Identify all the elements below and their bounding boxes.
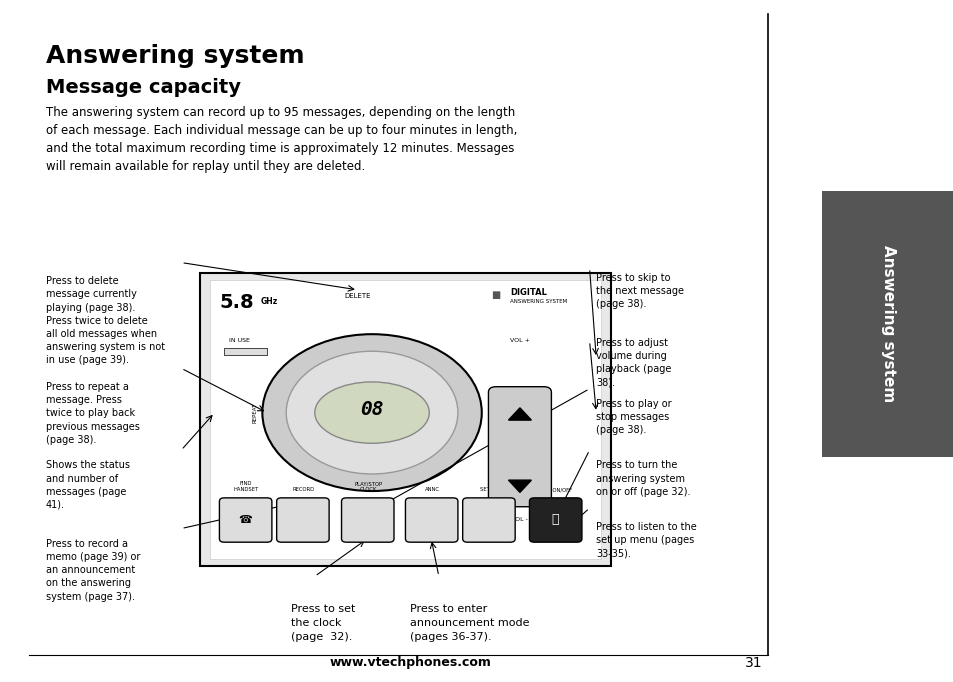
- FancyBboxPatch shape: [488, 387, 551, 507]
- Text: ANNC: ANNC: [424, 488, 439, 492]
- FancyBboxPatch shape: [462, 498, 515, 542]
- Text: Press to delete
message currently
playing (page 38).
Press twice to delete
all o: Press to delete message currently playin…: [46, 276, 165, 366]
- Text: VOL -: VOL -: [511, 517, 528, 522]
- Text: SKIP: SKIP: [486, 406, 491, 419]
- Text: PLAY/STOP
CLOCK: PLAY/STOP CLOCK: [354, 481, 382, 492]
- Text: FIND
HANDSET: FIND HANDSET: [233, 481, 258, 492]
- Text: IN USE: IN USE: [229, 338, 250, 342]
- Text: 08: 08: [360, 400, 383, 419]
- Polygon shape: [508, 408, 531, 420]
- Text: 31: 31: [744, 656, 761, 670]
- FancyBboxPatch shape: [210, 280, 600, 559]
- Text: REPEAT: REPEAT: [253, 402, 257, 423]
- Text: DELETE: DELETE: [344, 293, 371, 299]
- Text: Press to play or
stop messages
(page 38).: Press to play or stop messages (page 38)…: [596, 399, 671, 435]
- Text: RECORD: RECORD: [292, 488, 314, 492]
- FancyBboxPatch shape: [405, 498, 457, 542]
- Text: Message capacity: Message capacity: [46, 78, 240, 98]
- Text: Press to record a
memo (page 39) or
an announcement
on the answering
system (pag: Press to record a memo (page 39) or an a…: [46, 539, 140, 602]
- Text: SET UP: SET UP: [479, 488, 498, 492]
- Text: ■: ■: [491, 290, 500, 300]
- Text: VOL +: VOL +: [510, 338, 529, 342]
- FancyBboxPatch shape: [224, 348, 267, 355]
- Text: Answering system: Answering system: [880, 246, 895, 402]
- Text: www.vtechphones.com: www.vtechphones.com: [329, 656, 491, 670]
- Text: 5.8: 5.8: [219, 293, 253, 312]
- Text: ☎: ☎: [238, 515, 252, 524]
- Polygon shape: [508, 480, 531, 492]
- Text: ANS ON/OFF: ANS ON/OFF: [539, 488, 572, 492]
- Text: Press to repeat a
message. Press
twice to play back
previous messages
(page 38).: Press to repeat a message. Press twice t…: [46, 382, 139, 445]
- Text: Press to enter
announcement mode
(pages 36-37).: Press to enter announcement mode (pages …: [410, 604, 529, 642]
- Text: ⏻: ⏻: [551, 513, 558, 527]
- FancyBboxPatch shape: [821, 191, 953, 457]
- Text: Press to adjust
volume during
playback (page
38).: Press to adjust volume during playback (…: [596, 338, 671, 387]
- Text: Press to skip to
the next message
(page 38).: Press to skip to the next message (page …: [596, 273, 683, 309]
- Text: Press to turn the
answering system
on or off (page 32).: Press to turn the answering system on or…: [596, 460, 690, 496]
- FancyBboxPatch shape: [200, 273, 610, 566]
- Text: Press to listen to the
set up menu (pages
33-35).: Press to listen to the set up menu (page…: [596, 522, 697, 558]
- FancyBboxPatch shape: [529, 498, 581, 542]
- Text: ANSWERING SYSTEM: ANSWERING SYSTEM: [510, 299, 567, 303]
- Text: The answering system can record up to 95 messages, depending on the length
of ea: The answering system can record up to 95…: [46, 106, 517, 173]
- FancyBboxPatch shape: [219, 498, 272, 542]
- Text: GHz: GHz: [260, 297, 277, 306]
- Ellipse shape: [314, 382, 429, 443]
- FancyBboxPatch shape: [341, 498, 394, 542]
- FancyBboxPatch shape: [276, 498, 329, 542]
- Circle shape: [286, 351, 457, 474]
- Text: DIGITAL: DIGITAL: [510, 288, 547, 297]
- Text: Shows the status
and number of
messages (page
41).: Shows the status and number of messages …: [46, 460, 130, 510]
- Circle shape: [262, 334, 481, 491]
- Text: Press to set
the clock
(page  32).: Press to set the clock (page 32).: [291, 604, 355, 642]
- Text: Answering system: Answering system: [46, 44, 304, 68]
